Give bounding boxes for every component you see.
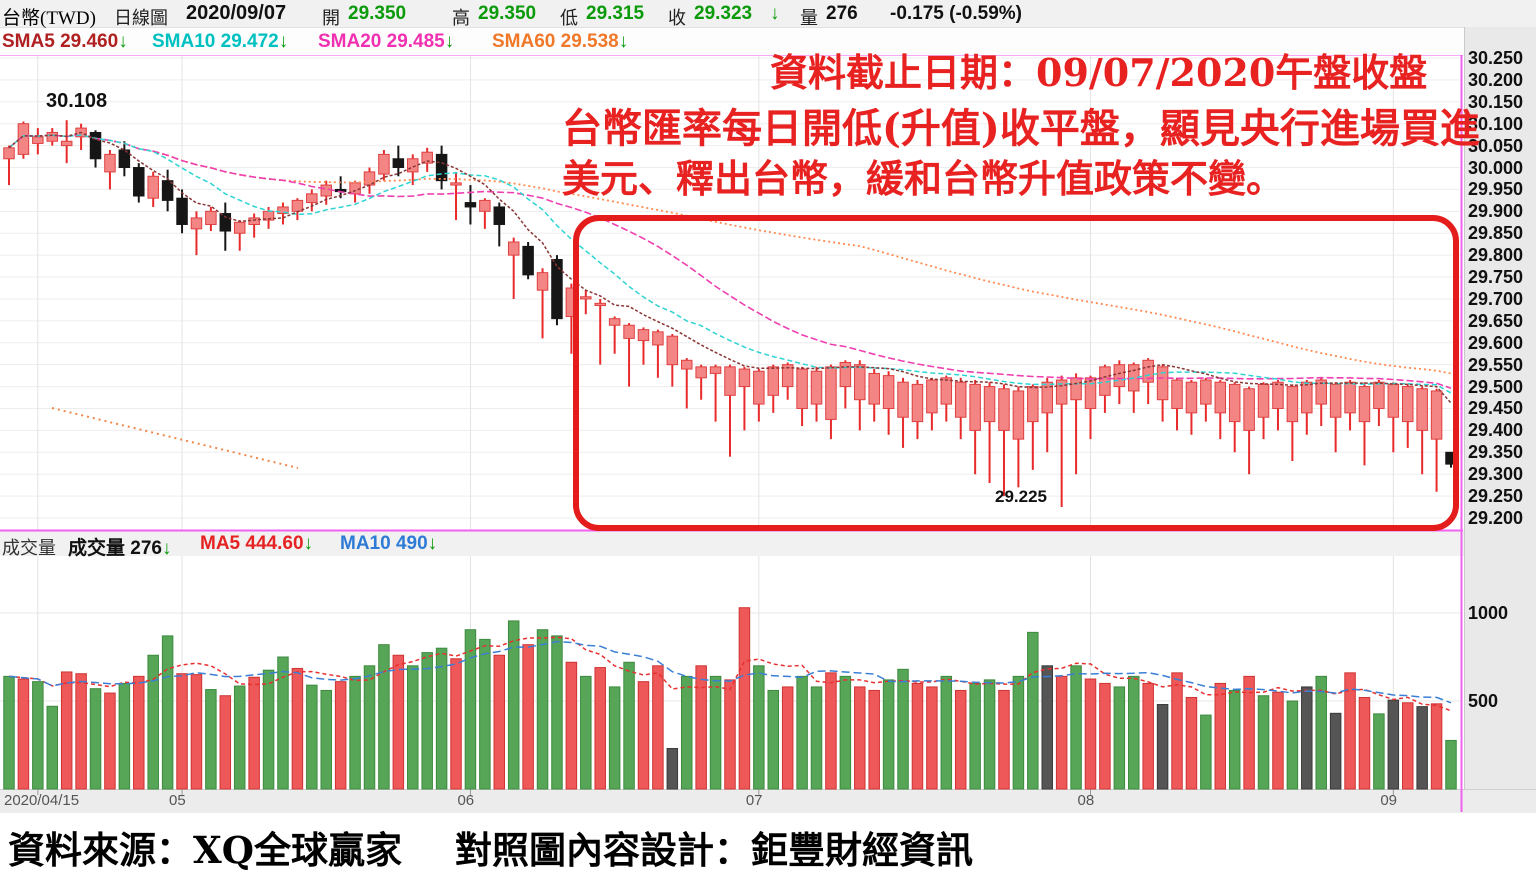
date-value: 2020/09/07 [186,2,287,24]
price-axis-label: 29.450 [1468,398,1524,419]
price-axis-label: 29.750 [1468,267,1524,288]
price-axis-label: 30.100 [1468,113,1524,134]
price-axis-label: 29.850 [1468,223,1524,244]
x-axis-label: 09 [1380,792,1397,809]
volume-pane-title: 成交量 [2,538,56,558]
price-axis-label: 29.900 [1468,201,1524,222]
volume-ma5-label: MA5 [200,533,241,554]
low-value: 29.315 [586,3,645,24]
high-value: 29.350 [478,3,537,24]
volume-axis-label: 1000 [1468,603,1509,623]
sma5-down-arrow-icon: ↓ [118,31,128,52]
peak-price-label: 30.108 [46,90,108,112]
volume-ma10-value: 490 [395,533,428,554]
sma10-down-arrow-icon: ↓ [278,31,289,52]
volume-legend: 成交量 276↓ [68,533,172,560]
sma20-label: SMA20 [318,31,382,52]
volume-ma5-down-arrow-icon: ↓ [303,533,314,554]
highlight-box [573,215,1459,531]
trough-price-label: 29.225 [995,487,1047,506]
price-axis-label: 29.200 [1468,508,1524,528]
price-axis-label: 30.000 [1468,157,1524,178]
data-source-credit: 資料來源：XQ全球贏家 [8,828,402,872]
annotation-line-1: 資料截止日期：09/07/2020午盤收盤 [770,50,1428,95]
symbol-name: 台幣(TWD) [2,8,96,29]
period-selector[interactable]: 日線圖 [114,8,168,28]
volume-legend-label: 成交量 [68,538,126,559]
sma60-legend: SMA60 29.538↓ [492,31,628,53]
close-label: 收 [668,8,686,28]
price-axis-label: 29.350 [1468,442,1524,463]
sma10-label: SMA10 [152,31,216,52]
low-label: 低 [560,8,578,28]
price-axis-label: 30.200 [1468,69,1524,90]
price-axis-label: 29.600 [1468,332,1524,353]
volume-axis-label: 500 [1468,691,1499,711]
sma20-down-arrow-icon: ↓ [444,31,455,52]
sma60-down-arrow-icon: ↓ [618,31,629,52]
volume-ma10-label: MA10 [340,533,391,554]
sma60-value: 29.538 [560,31,619,52]
x-axis-label: 06 [457,792,475,809]
high-label: 高 [452,8,470,28]
x-axis-label: 07 [745,792,763,809]
x-axis-label: 05 [169,792,186,809]
open-label: 開 [322,8,340,28]
volume-legend-value: 276 [130,538,162,559]
price-axis-label: 29.950 [1468,179,1524,200]
price-axis-label: 29.300 [1468,464,1524,485]
price-axis-label: 29.700 [1468,288,1524,309]
volume-ma10-down-arrow-icon: ↓ [427,533,438,554]
x-axis-label: 08 [1077,792,1095,809]
sma20-legend: SMA20 29.485↓ [318,31,454,53]
price-axis-label: 29.250 [1468,486,1524,507]
design-credit: 對照圖內容設計：鉅豐財經資訊 [455,828,973,872]
sma60-label: SMA60 [492,31,556,52]
volume-ma5-value: 444.60 [245,533,304,554]
price-axis-label: 29.650 [1468,310,1524,331]
volume-ma10-legend: MA10 490↓ [340,533,437,555]
x-axis-label: 2020/04/15 [4,792,80,809]
close-down-arrow-icon: ↓ [770,3,780,24]
price-axis-label: 30.250 [1468,48,1524,68]
volume-down-arrow-icon: ↓ [162,538,172,559]
sma5-value: 29.460 [60,31,119,52]
volume-label: 量 [800,8,818,28]
price-axis-label: 30.150 [1468,91,1524,112]
sma10-legend: SMA10 29.472↓ [152,31,288,53]
volume-ma5-legend: MA5 444.60↓ [200,533,313,555]
annotation-line-3: 美元、釋出台幣，緩和台幣升值政策不變。 [562,156,1285,201]
sma5-label: SMA5 [2,31,55,52]
annotation-line-2: 台幣匯率每日開低(升值)收平盤，顯見央行進場買進 [562,105,1480,152]
time-axis-strip[interactable] [0,789,1536,813]
sma20-value: 29.485 [386,31,445,52]
title-bar [0,0,1536,28]
price-axis-label: 30.050 [1468,135,1524,156]
open-value: 29.350 [348,3,407,24]
price-axis-strip[interactable] [1464,27,1536,812]
price-axis-label: 29.550 [1468,354,1524,375]
sma10-value: 29.472 [220,31,279,52]
change-value: -0.175 (-0.59%) [890,3,1023,24]
close-value: 29.323 [694,3,753,24]
price-axis-label: 29.500 [1468,376,1524,397]
price-axis-label: 29.400 [1468,420,1524,441]
price-axis-label: 29.800 [1468,245,1524,266]
sma-legend-bar [0,28,1464,55]
volume-legend-bar [0,531,1464,556]
sma5-legend: SMA5 29.460↓ [2,31,128,53]
volume-value: 276 [826,3,858,24]
